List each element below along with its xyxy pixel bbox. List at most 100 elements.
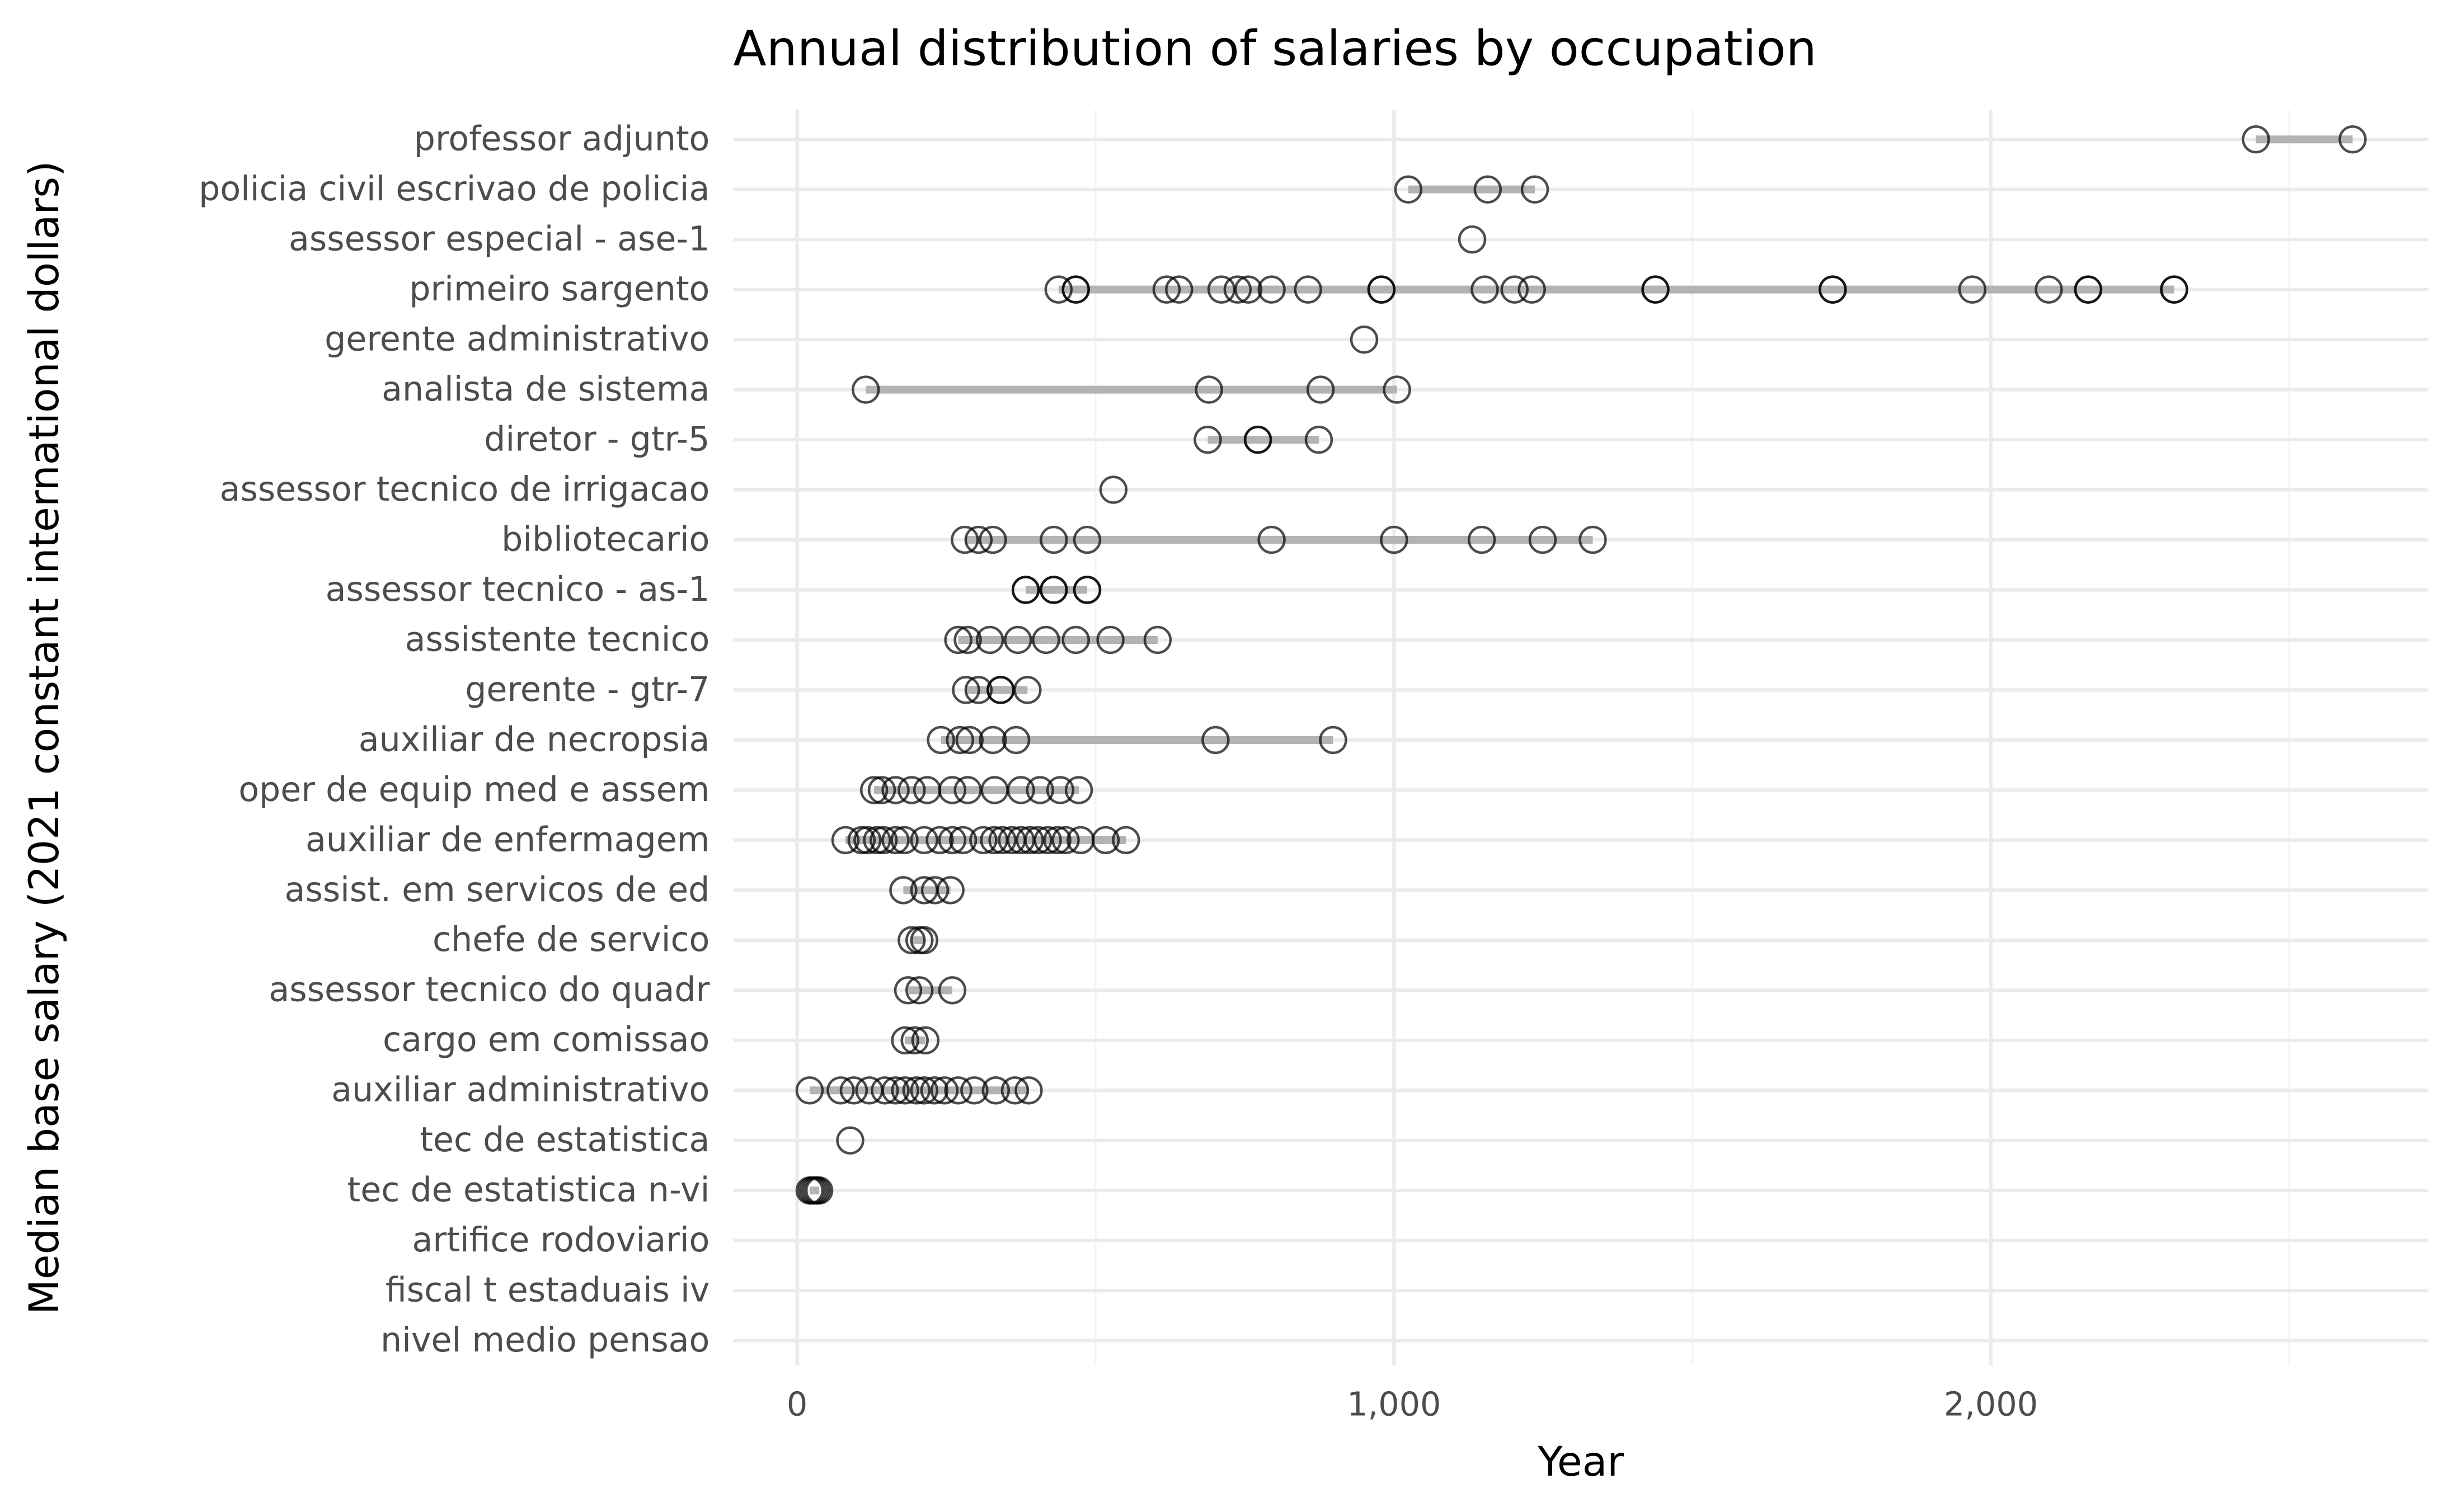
- point: [910, 926, 938, 955]
- point: [975, 625, 1004, 654]
- point: [826, 1076, 855, 1105]
- y-tick-label: auxiliar administrativo: [331, 1071, 710, 1110]
- point: [910, 1076, 938, 1105]
- point: [853, 826, 882, 855]
- point: [1470, 275, 1499, 304]
- point: [946, 726, 974, 755]
- y-tick-label: professor adjunto: [414, 120, 710, 159]
- point: [955, 726, 984, 755]
- point: [1500, 275, 1529, 304]
- point: [1032, 625, 1060, 654]
- y-tick-label: diretor - gtr-5: [484, 420, 710, 459]
- point: [2338, 125, 2367, 154]
- point: [910, 826, 938, 855]
- point: [891, 1026, 919, 1055]
- y-tick-label: nivel medio pensao: [380, 1321, 710, 1360]
- point: [1467, 525, 1496, 554]
- point: [2160, 275, 2188, 304]
- point: [1061, 625, 1090, 654]
- point: [964, 676, 993, 704]
- y-tick-label: assessor especial - ase-1: [289, 220, 710, 259]
- point: [988, 826, 1017, 855]
- x-tick-label: 0: [787, 1384, 807, 1423]
- y-tick-label: policia civil escrivao de policia: [199, 169, 710, 209]
- point: [867, 776, 896, 804]
- point: [902, 1076, 931, 1105]
- point: [1223, 275, 1252, 304]
- point: [795, 1076, 824, 1105]
- point: [1024, 826, 1053, 855]
- point: [1044, 275, 1073, 304]
- point: [1002, 726, 1031, 755]
- x-axis-title: Year: [1537, 1438, 1624, 1486]
- y-tick-label: assessor tecnico - as-1: [326, 570, 710, 609]
- point: [1578, 525, 1607, 554]
- point: [1306, 375, 1335, 404]
- point: [1043, 826, 1072, 855]
- y-tick-label: auxiliar de necropsia: [359, 720, 710, 759]
- point: [894, 976, 923, 1005]
- point: [900, 1026, 929, 1055]
- point: [952, 676, 980, 704]
- y-tick-label: primeiro sargento: [409, 270, 710, 309]
- point: [1380, 525, 1408, 554]
- x-tick-label: 2,000: [1944, 1384, 2038, 1423]
- point: [1367, 275, 1396, 304]
- point: [1013, 676, 1042, 704]
- y-tick-label: chefe de servico: [433, 920, 710, 959]
- point: [1040, 525, 1068, 554]
- y-tick-label: assistente tecnico: [405, 620, 710, 659]
- point: [1152, 275, 1181, 304]
- point: [871, 1076, 899, 1105]
- y-tick-label: tec de estatistica: [420, 1120, 710, 1160]
- point: [852, 375, 880, 404]
- point: [831, 826, 860, 855]
- y-tick-label: gerente administrativo: [325, 320, 710, 359]
- point: [951, 525, 979, 554]
- point: [1061, 275, 1090, 304]
- point: [1046, 776, 1075, 804]
- y-tick-label: assessor tecnico de irrigacao: [220, 470, 710, 509]
- point: [938, 776, 967, 804]
- point: [1073, 576, 1102, 604]
- point: [1473, 175, 1502, 204]
- point: [1165, 275, 1194, 304]
- point: [1458, 225, 1487, 254]
- point: [881, 826, 910, 855]
- point: [839, 1076, 868, 1105]
- point: [936, 876, 965, 905]
- point: [805, 1176, 834, 1205]
- point: [930, 1076, 959, 1105]
- point: [1040, 576, 1068, 604]
- point: [881, 1076, 910, 1105]
- y-axis-title: Median base salary (2021 constant intern…: [21, 161, 68, 1315]
- point: [1294, 275, 1322, 304]
- chart-title: Annual distribution of salaries by occup…: [733, 20, 1816, 77]
- point: [944, 1076, 972, 1105]
- point: [863, 826, 891, 855]
- point: [1073, 525, 1102, 554]
- point: [1350, 325, 1379, 354]
- y-tick-label: assessor tecnico do quadr: [269, 971, 710, 1010]
- point: [944, 625, 972, 654]
- x-tick-label: 1,000: [1347, 1384, 1441, 1423]
- point: [953, 625, 982, 654]
- y-tick-label: analista de sistema: [382, 370, 710, 409]
- point: [1004, 625, 1032, 654]
- point: [1016, 826, 1044, 855]
- point: [1201, 726, 1230, 755]
- point: [969, 826, 998, 855]
- point: [1819, 275, 1847, 304]
- point: [981, 1076, 1010, 1105]
- point: [1014, 1076, 1043, 1105]
- point: [979, 726, 1007, 755]
- y-tick-label: tec de estatistica n-vi: [347, 1171, 710, 1210]
- point: [1007, 776, 1035, 804]
- point: [1112, 826, 1140, 855]
- point: [1099, 475, 1128, 504]
- point: [938, 826, 967, 855]
- point: [2074, 275, 2103, 304]
- point: [891, 1076, 919, 1105]
